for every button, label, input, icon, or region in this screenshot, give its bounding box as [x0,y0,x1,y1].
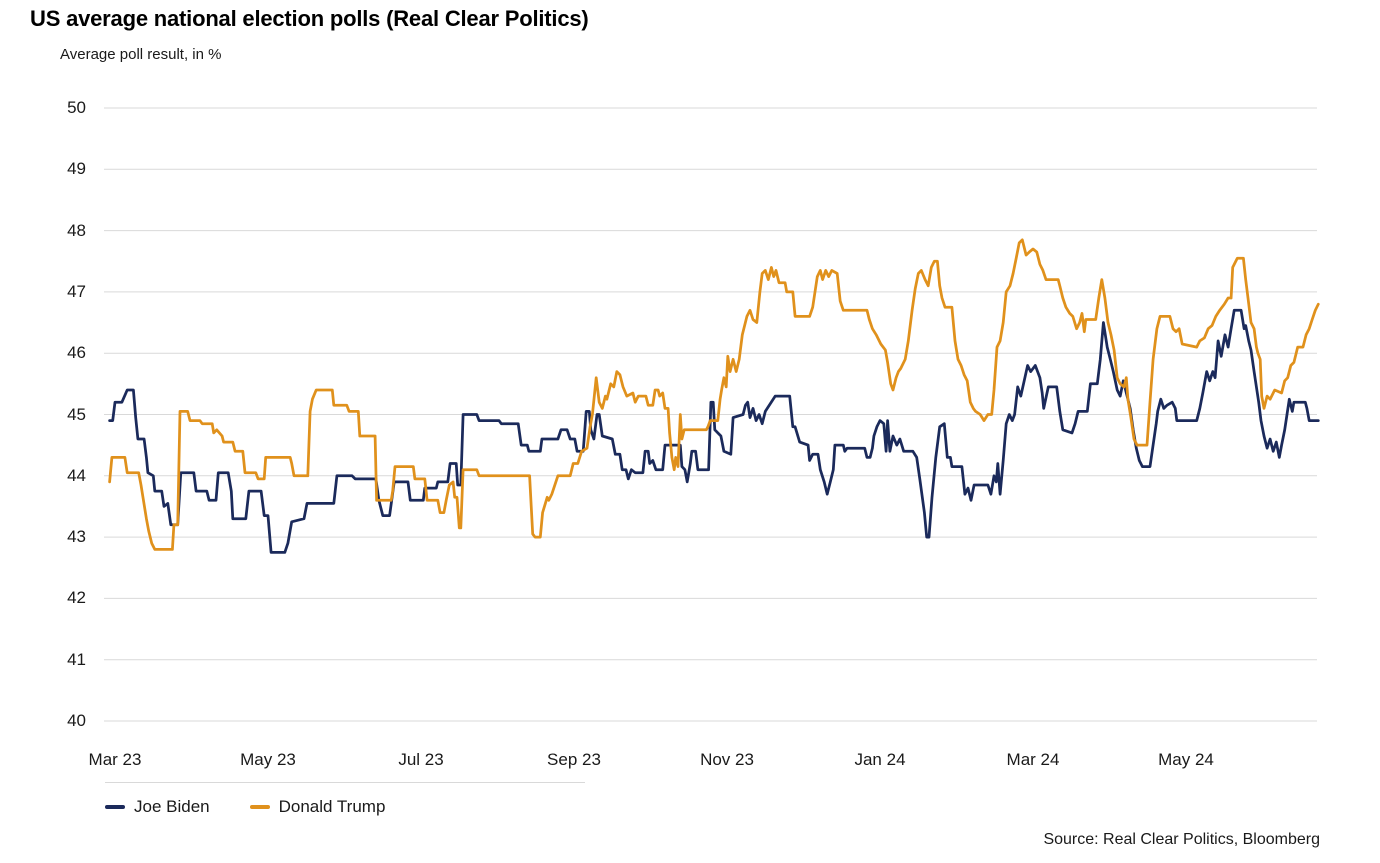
x-tick-label-jan-24: Jan 24 [854,750,906,769]
x-tick-label-nov-23: Nov 23 [700,750,754,769]
y-tick-label-50: 50 [67,98,86,117]
y-tick-label-40: 40 [67,711,86,730]
legend-swatch-icon [105,805,125,809]
y-tick-label-47: 47 [67,281,86,301]
y-tick-label-48: 48 [67,220,86,240]
donald-trump-line [108,238,1320,551]
chart-subtitle: Average poll result, in % [60,46,222,63]
legend-item-donald-trump: Donald Trump [249,797,386,817]
legend: Joe Biden Donald Trump [105,797,385,817]
legend-item-joe-biden: Joe Biden [105,797,210,817]
source-note: Source: Real Clear Politics, Bloomberg [1043,831,1320,848]
x-tick-label-sep-23: Sep 23 [547,750,601,769]
y-tick-label-43: 43 [67,527,86,547]
series-lines [108,238,1320,554]
legend-label: Donald Trump [278,797,386,816]
x-tick-label-may-24: May 24 [1158,750,1214,769]
x-tick-label-mar-23: Mar 23 [88,750,142,769]
y-tick-label-46: 46 [67,343,86,363]
y-tick-label-42: 42 [67,588,86,608]
y-tick-label-45: 45 [67,404,86,424]
x-tick-label-jul-23: Jul 23 [398,750,444,769]
x-tick-label-mar-24: Mar 24 [1006,750,1060,769]
legend-swatch-icon [249,805,270,809]
y-tick-label-41: 41 [67,649,86,669]
y-tick-label-49: 49 [67,159,86,179]
chart-title: US average national election polls (Real… [30,6,589,31]
y-tick-label-44: 44 [67,465,86,485]
x-tick-label-may-23: May 23 [240,750,296,769]
joe-biden-line [108,308,1320,554]
axis-legend-separator [105,782,585,783]
legend-label: Joe Biden [134,797,210,816]
